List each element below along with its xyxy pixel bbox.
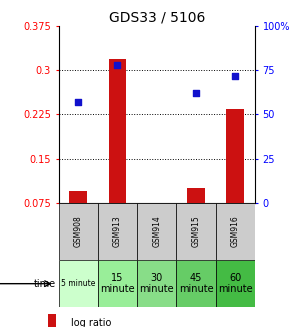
- Text: 45
minute: 45 minute: [179, 273, 213, 295]
- Bar: [48, 314, 56, 327]
- Bar: [137, 203, 176, 260]
- Bar: [187, 188, 205, 203]
- Point: [76, 99, 81, 105]
- Point: [233, 73, 238, 78]
- Bar: [59, 203, 98, 260]
- Text: GSM913: GSM913: [113, 215, 122, 247]
- Bar: [176, 203, 216, 260]
- Text: GSM908: GSM908: [74, 215, 83, 247]
- Text: time: time: [33, 279, 56, 289]
- Bar: [226, 109, 244, 203]
- Bar: [216, 260, 255, 307]
- Text: 30
minute: 30 minute: [139, 273, 174, 295]
- Point: [115, 62, 120, 68]
- Point: [194, 91, 198, 96]
- Bar: [69, 191, 87, 203]
- Text: log ratio: log ratio: [71, 318, 111, 327]
- Text: GSM915: GSM915: [192, 215, 200, 247]
- Text: 15
minute: 15 minute: [100, 273, 135, 295]
- Text: 5 minute: 5 minute: [61, 279, 96, 288]
- Bar: [98, 260, 137, 307]
- Bar: [216, 203, 255, 260]
- Bar: [137, 260, 176, 307]
- Text: GSM914: GSM914: [152, 215, 161, 247]
- Bar: [59, 260, 98, 307]
- Text: 60
minute: 60 minute: [218, 273, 253, 295]
- Title: GDS33 / 5106: GDS33 / 5106: [109, 11, 205, 25]
- Bar: [109, 59, 126, 203]
- Bar: [176, 260, 216, 307]
- Text: GSM916: GSM916: [231, 215, 240, 247]
- Bar: [98, 203, 137, 260]
